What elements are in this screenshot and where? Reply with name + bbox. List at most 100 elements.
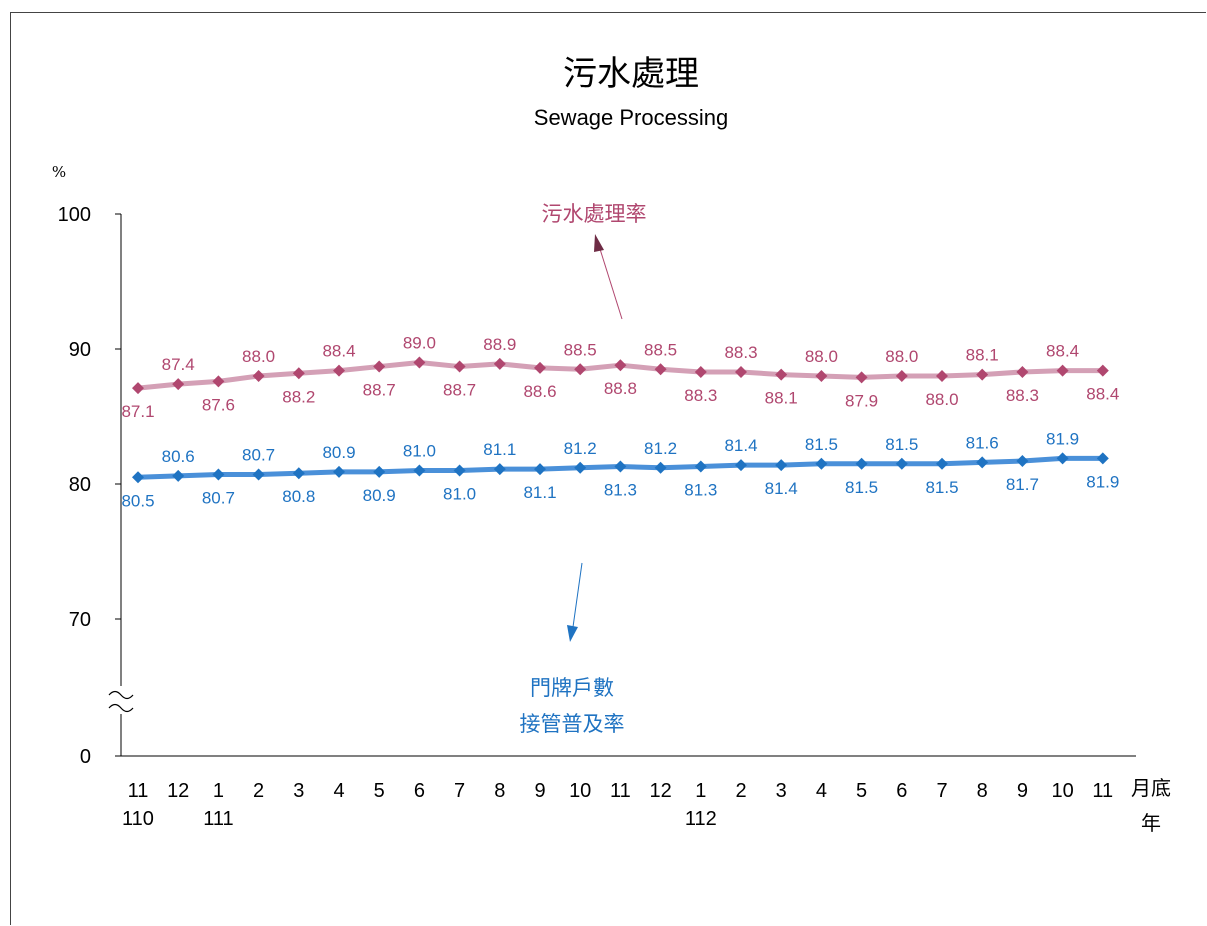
- data-point-marker: [855, 371, 868, 384]
- data-point-marker: [413, 356, 426, 369]
- data-label: 88.4: [1086, 385, 1119, 404]
- data-label: 81.4: [724, 436, 757, 455]
- x-tick-label: 12: [167, 780, 189, 802]
- data-label: 88.0: [242, 347, 275, 366]
- data-point-marker: [453, 360, 466, 373]
- data-label: 80.8: [282, 487, 315, 506]
- x-year-label: 112: [685, 808, 717, 830]
- data-point-marker: [292, 467, 305, 480]
- data-point-marker: [895, 457, 908, 470]
- x-tick-label: 6: [896, 780, 907, 802]
- x-tick-label: 2: [253, 780, 264, 802]
- data-point-marker: [855, 457, 868, 470]
- data-label: 81.1: [523, 483, 556, 502]
- data-label: 88.0: [925, 390, 958, 409]
- data-point-marker: [373, 360, 386, 373]
- data-label: 88.8: [604, 379, 637, 398]
- data-label: 88.5: [644, 340, 677, 359]
- x-tick-label: 3: [776, 780, 787, 802]
- data-point-marker: [775, 368, 788, 381]
- data-point-marker: [694, 365, 707, 378]
- data-label: 81.3: [604, 480, 637, 499]
- data-label: 81.0: [403, 442, 436, 461]
- data-point-marker: [292, 367, 305, 380]
- data-point-marker: [654, 461, 667, 474]
- data-point-marker: [694, 460, 707, 473]
- data-label: 80.6: [162, 447, 195, 466]
- series-name-label: 污水處理率: [542, 202, 647, 226]
- y-tick-label: 0: [80, 746, 91, 768]
- data-label: 80.7: [202, 489, 235, 508]
- data-label: 87.4: [162, 355, 195, 374]
- chart-title: 污水處理: [563, 54, 699, 94]
- data-point-marker: [936, 370, 948, 382]
- data-point-marker: [252, 370, 265, 382]
- data-label: 88.9: [483, 335, 516, 354]
- data-label: 81.2: [564, 439, 597, 458]
- data-label: 88.2: [282, 387, 315, 406]
- data-label: 81.4: [765, 479, 798, 498]
- x-unit-year-label: 年: [1141, 811, 1161, 835]
- x-tick-label: 11: [610, 780, 631, 802]
- data-point-marker: [1016, 365, 1029, 378]
- series-arrow-head: [594, 234, 604, 252]
- x-tick-label: 8: [494, 780, 505, 802]
- data-point-marker: [936, 457, 948, 470]
- x-tick-label: 11: [128, 780, 149, 802]
- data-point-marker: [735, 365, 747, 378]
- data-label: 81.9: [1086, 472, 1119, 491]
- data-point-marker: [413, 464, 426, 477]
- data-point-marker: [132, 471, 144, 484]
- data-point-marker: [534, 463, 546, 476]
- data-point-marker: [775, 459, 788, 472]
- x-tick-label: 11: [1092, 780, 1113, 802]
- data-point-marker: [333, 364, 345, 377]
- data-point-marker: [1016, 455, 1029, 468]
- data-point-marker: [1056, 364, 1069, 377]
- series-name-label: 門牌戶數: [530, 676, 614, 700]
- x-tick-label: 1: [695, 780, 706, 802]
- data-label: 80.5: [121, 491, 154, 510]
- data-label: 80.7: [242, 446, 275, 465]
- x-tick-label: 10: [1051, 780, 1073, 802]
- data-point-marker: [614, 460, 627, 473]
- data-label: 81.5: [885, 435, 918, 454]
- x-tick-label: 7: [936, 780, 947, 802]
- data-point-marker: [976, 456, 989, 469]
- data-label: 87.9: [845, 391, 878, 410]
- data-label: 88.6: [523, 382, 556, 401]
- data-label: 88.7: [363, 381, 396, 400]
- data-label: 88.1: [966, 346, 999, 365]
- data-point-marker: [1096, 364, 1109, 377]
- series-lines: [132, 356, 1109, 484]
- x-tick-label: 8: [977, 780, 988, 802]
- data-point-marker: [172, 378, 185, 391]
- data-label: 88.7: [443, 381, 476, 400]
- y-tick-label: 90: [69, 339, 91, 361]
- data-label: 81.2: [644, 439, 677, 458]
- y-axis-unit: %: [52, 163, 66, 181]
- data-point-marker: [1096, 452, 1109, 465]
- x-tick-label: 1: [213, 780, 224, 802]
- x-tick-label: 12: [649, 780, 671, 802]
- data-label: 87.1: [121, 402, 154, 421]
- data-point-marker: [614, 359, 627, 372]
- data-point-marker: [493, 357, 506, 370]
- y-tick-label: 80: [69, 474, 91, 496]
- data-point-marker: [373, 465, 386, 478]
- data-label: 88.3: [684, 386, 717, 405]
- x-tick-label: 5: [374, 780, 385, 802]
- data-label: 88.1: [765, 389, 798, 408]
- series-arrow-head: [567, 625, 578, 642]
- data-point-marker: [172, 469, 185, 482]
- x-year-label: 110: [122, 808, 154, 830]
- x-tick-label: 4: [333, 780, 344, 802]
- data-label: 81.6: [966, 433, 999, 452]
- y-tick-label: 100: [58, 204, 91, 226]
- data-label: 89.0: [403, 334, 436, 353]
- data-label: 88.0: [885, 347, 918, 366]
- x-tick-label: 4: [816, 780, 827, 802]
- data-label: 88.3: [1006, 386, 1039, 405]
- axis-break-mark-upper: [108, 690, 134, 700]
